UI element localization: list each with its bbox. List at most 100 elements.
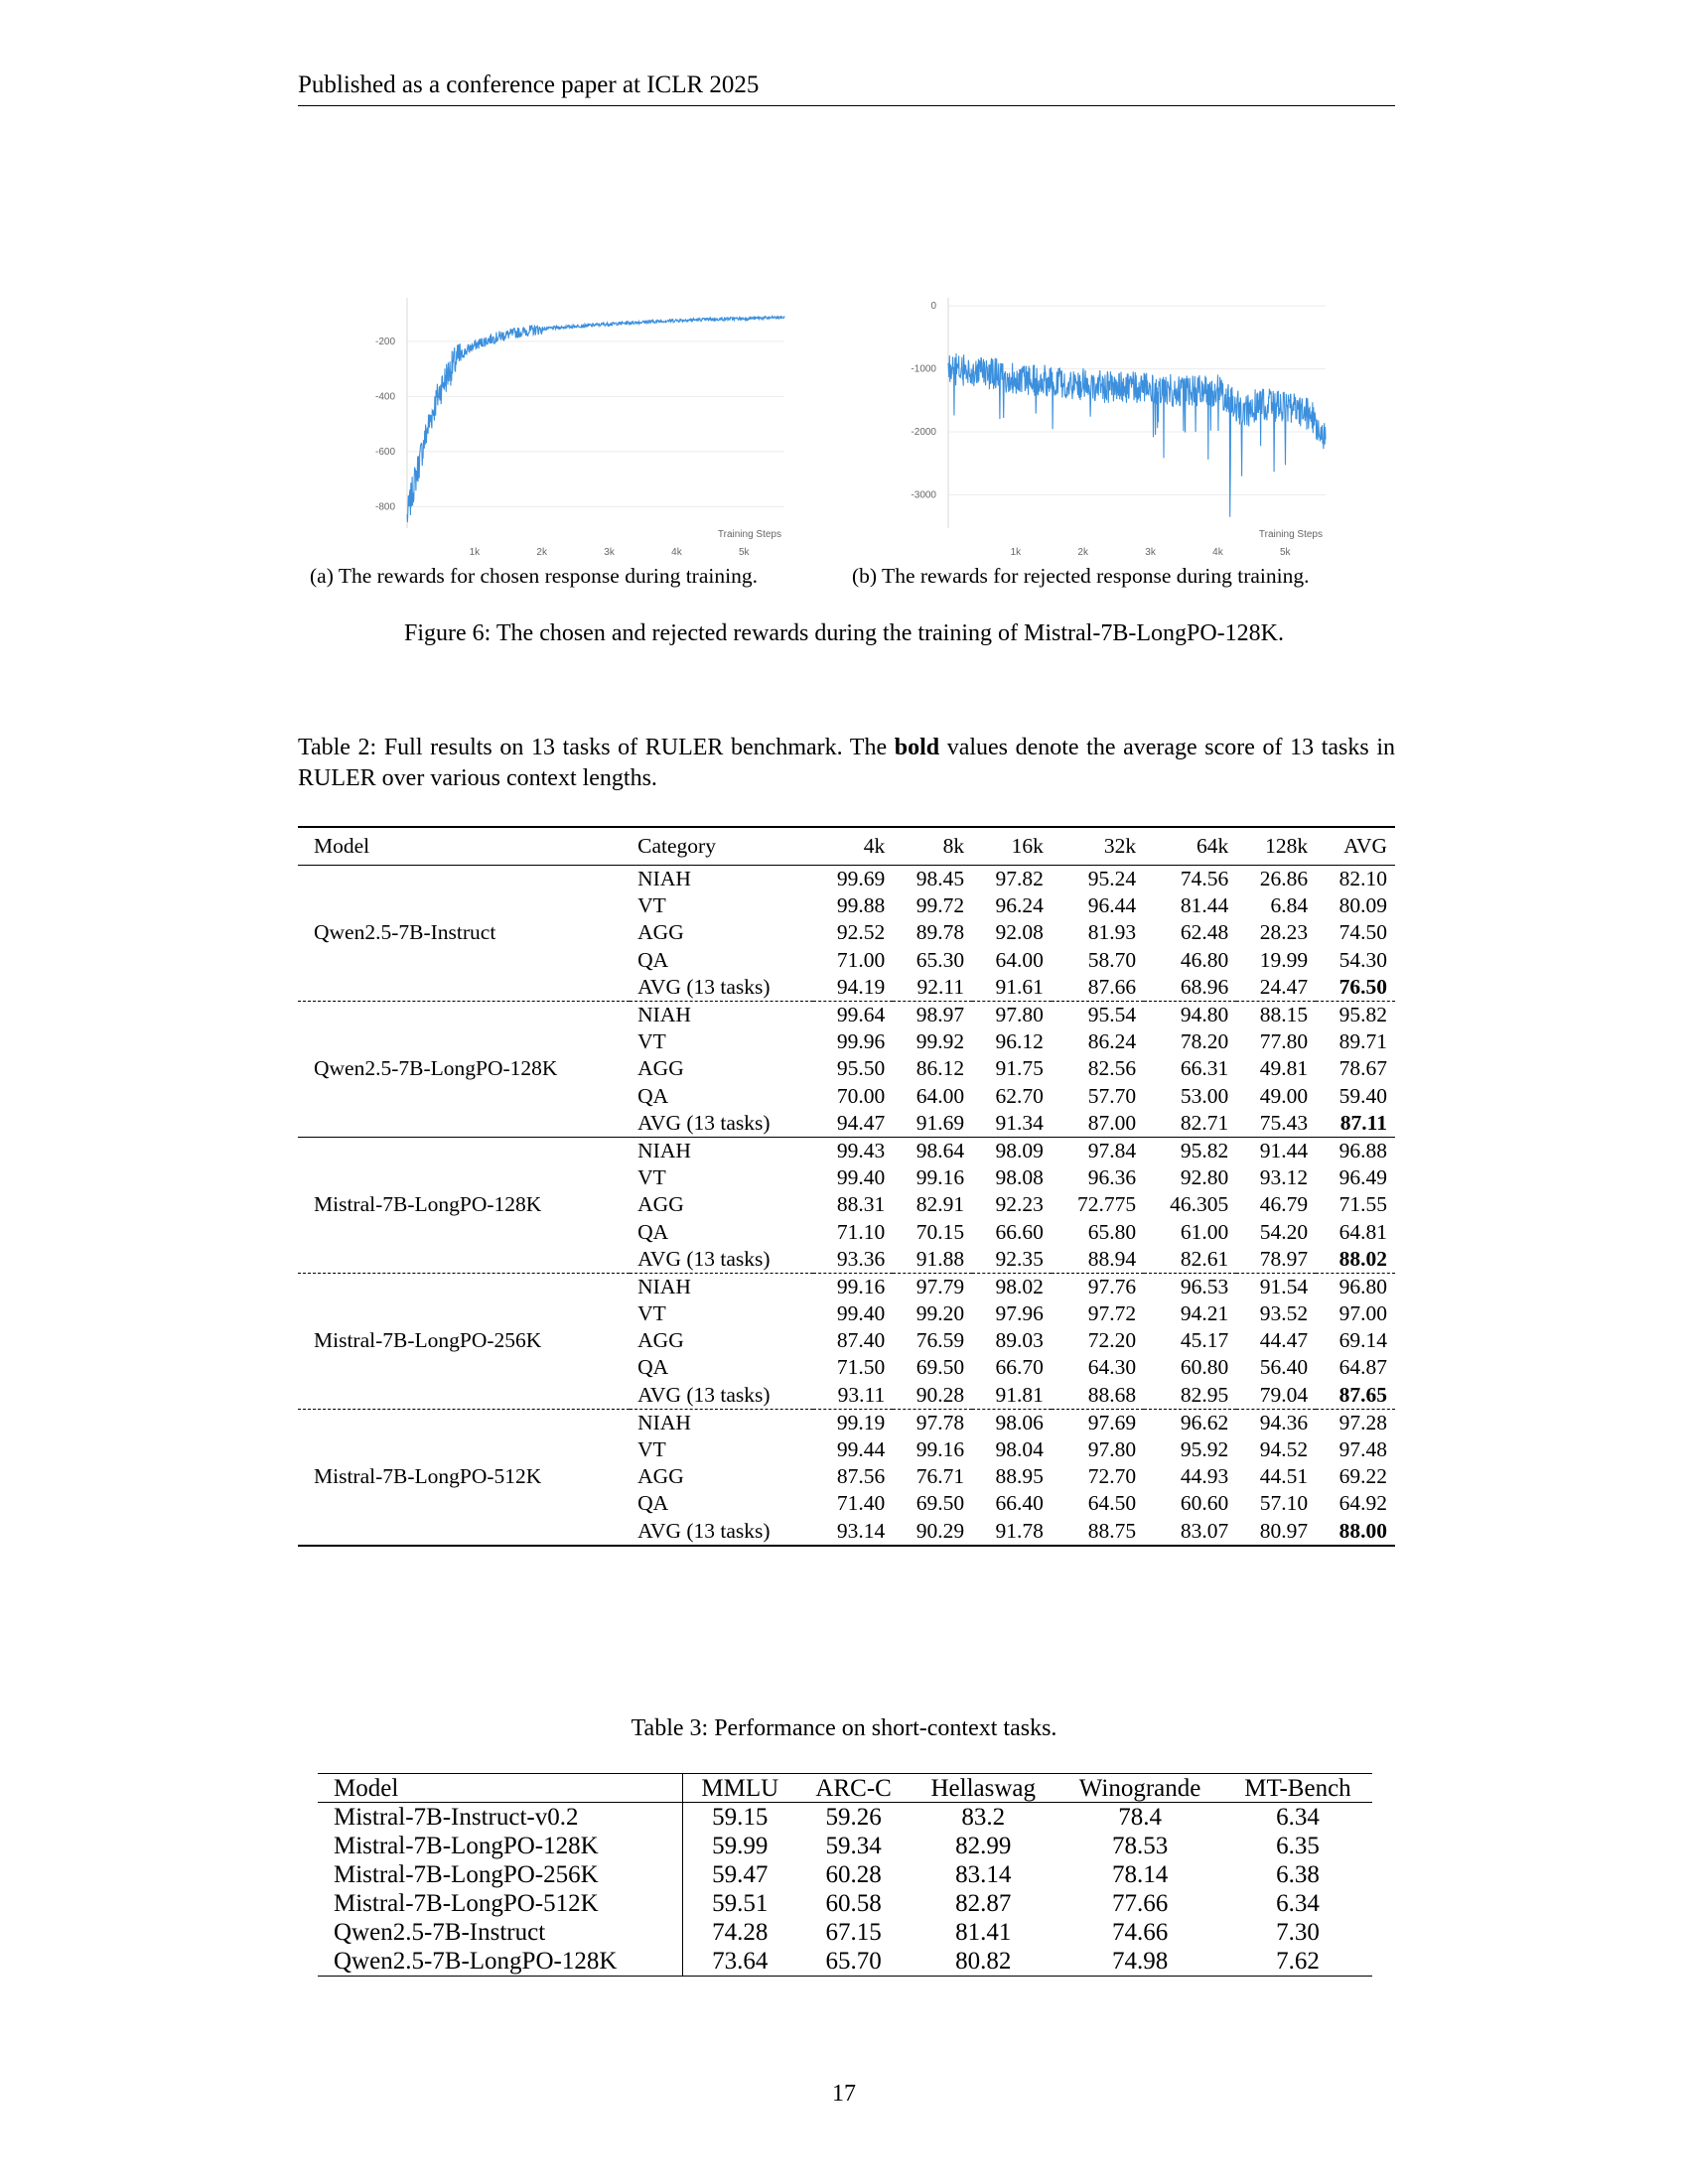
score-cell: 92.80 xyxy=(1180,1165,1229,1190)
score-cell: 86.12 xyxy=(915,1056,965,1081)
rejected-xtick-label: 2k xyxy=(1077,547,1089,558)
model-name-cell: Mistral-7B-LongPO-512K xyxy=(318,1889,683,1918)
col-header: Model xyxy=(314,834,370,858)
score-cell: 98.45 xyxy=(915,867,965,891)
score-cell: 95.50 xyxy=(836,1056,886,1081)
score-cell: 6.34 xyxy=(1276,1889,1320,1917)
chosen-xtick-label: 3k xyxy=(604,547,616,558)
chosen-xtick-label: 4k xyxy=(671,547,683,558)
category-cell: NIAH xyxy=(630,1408,814,1436)
category-cell: AGG xyxy=(637,920,684,945)
score-cell: 97.80 xyxy=(1087,1437,1137,1462)
score-cell: 88.75 xyxy=(1051,1517,1145,1547)
chosen-xtick-label: 2k xyxy=(536,547,548,558)
score-cell: 99.96 xyxy=(836,1029,886,1054)
score-cell: 99.43 xyxy=(813,1136,894,1165)
score-cell: 97.72 xyxy=(1087,1301,1137,1326)
table-row: Mistral-7B-Instruct-v0.2 59.15 59.26 83.2 78… xyxy=(318,1802,1372,1832)
model-name-cell: Mistral-7B-Instruct-v0.2 xyxy=(318,1802,683,1832)
score-cell: 64.87 xyxy=(1338,1355,1387,1380)
score-cell: 72.20 xyxy=(1087,1328,1137,1353)
chosen-ytick-label: -800 xyxy=(375,501,395,512)
score-cell: 92.08 xyxy=(995,920,1044,945)
score-cell: 89.71 xyxy=(1338,1029,1387,1054)
score-cell: 82.10 xyxy=(1338,867,1387,891)
model-name-cell: Mistral-7B-LongPO-128K xyxy=(314,1192,542,1217)
score-cell: 87.56 xyxy=(836,1464,886,1489)
score-cell: 99.64 xyxy=(813,1000,894,1029)
table-row: NIAH 99.19 97.78 98.06 97.69 96.62 94.36 97.28 xyxy=(298,1408,1395,1436)
model-name-cell xyxy=(298,1136,631,1165)
category-cell: VT xyxy=(637,1029,666,1054)
chosen-series-line xyxy=(406,314,785,523)
score-cell: 24.47 xyxy=(1259,974,1309,999)
subcaption-b: (b) The rewards for rejected response du… xyxy=(852,564,1310,588)
score-cell: 60.60 xyxy=(1180,1491,1229,1516)
score-cell: 72.775 xyxy=(1076,1192,1137,1217)
score-cell: 99.40 xyxy=(836,1165,886,1190)
score-cell: 58.70 xyxy=(1087,947,1137,972)
col-header: MT-Bench xyxy=(1244,1774,1351,1802)
category-cell: QA xyxy=(637,1219,669,1244)
score-cell: 91.88 xyxy=(915,1246,965,1271)
score-cell: 99.16 xyxy=(915,1437,965,1462)
score-cell: 88.31 xyxy=(836,1192,886,1217)
score-cell: 82.91 xyxy=(915,1192,965,1217)
score-cell: 68.96 xyxy=(1180,974,1229,999)
score-cell: 94.47 xyxy=(836,1110,886,1135)
score-cell: 87.11 xyxy=(1339,1110,1387,1135)
running-header: Published as a conference paper at ICLR … xyxy=(298,71,1395,106)
table-row: AVG (13 tasks) 93.36 91.88 92.35 88.94 82.61 7… xyxy=(298,1246,1395,1274)
score-cell: 26.86 xyxy=(1259,867,1309,891)
score-cell: 94.19 xyxy=(836,974,886,999)
score-cell: 76.71 xyxy=(915,1464,965,1489)
table-row: QA 71.00 65.30 64.00 58.70 46.80 19.99 54.30 xyxy=(298,947,1395,974)
model-name-cell xyxy=(298,1028,630,1055)
score-cell: 59.26 xyxy=(825,1803,882,1831)
score-cell: 6.38 xyxy=(1276,1860,1320,1888)
col-header: Model xyxy=(318,1773,683,1803)
table-row: AVG (13 tasks) 94.47 91.69 91.34 87.00 82.71 7… xyxy=(298,1110,1395,1138)
model-name-cell xyxy=(298,1490,630,1517)
chosen-xaxis-label: Training Steps xyxy=(718,529,781,540)
score-cell: 95.82 xyxy=(1144,1136,1237,1165)
score-cell: 87.00 xyxy=(1087,1110,1137,1135)
score-cell: 53.00 xyxy=(1180,1083,1229,1108)
model-name-cell xyxy=(298,1110,630,1138)
score-cell: 74.56 xyxy=(1180,867,1229,891)
col-header: AVG xyxy=(1343,834,1387,858)
score-cell: 64.30 xyxy=(1087,1355,1137,1380)
score-cell: 96.12 xyxy=(995,1029,1044,1054)
score-cell: 69.22 xyxy=(1338,1464,1387,1489)
score-cell: 65.30 xyxy=(915,947,965,972)
score-cell: 71.10 xyxy=(836,1219,886,1244)
score-cell: 91.75 xyxy=(995,1056,1044,1081)
score-cell: 74.98 xyxy=(1056,1947,1223,1977)
model-name-cell xyxy=(298,1408,631,1436)
col-header: 4k xyxy=(863,834,886,858)
score-cell: 57.10 xyxy=(1259,1491,1309,1516)
score-cell: 93.11 xyxy=(837,1382,886,1407)
score-cell: 88.95 xyxy=(995,1464,1044,1489)
score-cell: 82.99 xyxy=(955,1832,1012,1859)
score-cell: 81.41 xyxy=(955,1918,1012,1946)
table-row: AVG (13 tasks) 93.14 90.29 91.78 88.75 83.07 8… xyxy=(298,1517,1395,1547)
score-cell: 88.15 xyxy=(1236,1000,1317,1029)
score-cell: 97.28 xyxy=(1316,1408,1395,1436)
category-cell: QA xyxy=(637,1355,669,1380)
table-row: VT 99.40 99.16 98.08 96.36 92.80 93.12 96.49 xyxy=(298,1164,1395,1191)
table-row: Qwen2.5-7B-Instruct AGG 92.52 89.78 92.08 81.… xyxy=(298,919,1395,946)
score-cell: 88.00 xyxy=(1316,1517,1395,1547)
model-name-cell: Mistral-7B-LongPO-128K xyxy=(318,1832,683,1860)
score-cell: 59.99 xyxy=(712,1832,769,1859)
score-cell: 82.71 xyxy=(1180,1110,1229,1135)
score-cell: 69.50 xyxy=(915,1491,965,1516)
score-cell: 97.78 xyxy=(893,1408,973,1436)
category-cell: NIAH xyxy=(630,1272,814,1300)
score-cell: 67.15 xyxy=(825,1918,882,1946)
score-cell: 91.54 xyxy=(1236,1272,1317,1300)
score-cell: 60.28 xyxy=(825,1860,882,1888)
score-cell: 98.04 xyxy=(995,1437,1044,1462)
score-cell: 86.24 xyxy=(1087,1029,1137,1054)
chart-chosen-rewards: -200 -400 -600 -800 1k 2k 3k 4k 5k Training Steps xyxy=(357,293,794,561)
